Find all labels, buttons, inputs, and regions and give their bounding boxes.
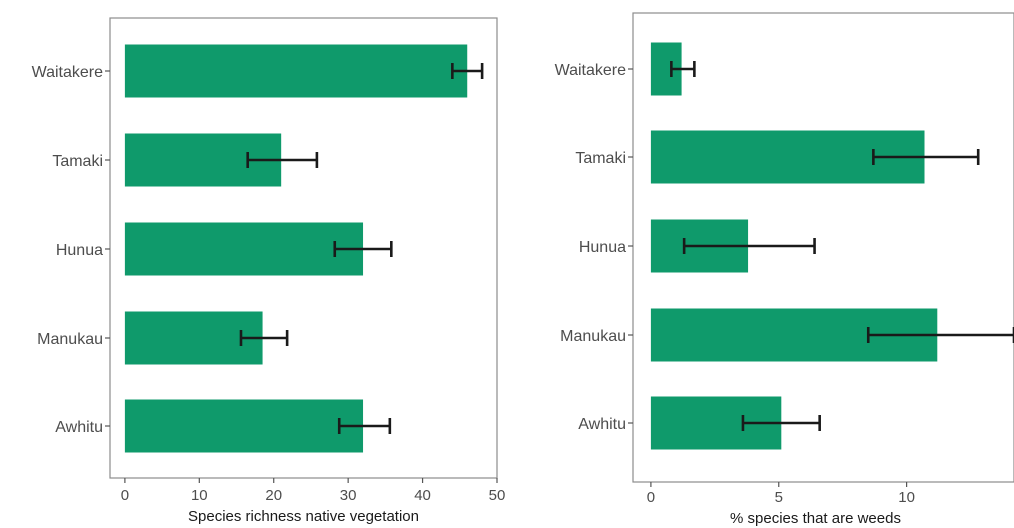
x-axis-title: Species richness native vegetation xyxy=(188,508,419,525)
category-label: Waitakere xyxy=(555,62,627,79)
category-label: Manukau xyxy=(37,331,103,348)
x-tick-label: 50 xyxy=(489,487,506,504)
x-tick-label: 0 xyxy=(121,487,129,504)
category-label: Hunua xyxy=(579,239,626,256)
left-panel: Waitakere Tamaki Hunua Manukau Awhitu 0 10 20 30… xyxy=(32,17,506,525)
category-label: Manukau xyxy=(560,328,626,345)
category-label: Awhitu xyxy=(578,416,626,433)
panel-border xyxy=(109,17,498,479)
x-tick-label: 10 xyxy=(898,489,915,506)
category-label: Tamaki xyxy=(575,150,626,167)
bar xyxy=(124,222,364,276)
category-label: Awhitu xyxy=(55,419,103,436)
x-tick-label: 30 xyxy=(340,487,357,504)
x-tick-label: 0 xyxy=(647,489,655,506)
x-tick-label: 5 xyxy=(775,489,783,506)
bar xyxy=(124,311,263,365)
category-label: Hunua xyxy=(56,242,103,259)
category-label: Waitakere xyxy=(32,64,104,81)
x-tick-label: 40 xyxy=(414,487,431,504)
category-label: Tamaki xyxy=(52,153,103,170)
right-panel: Waitakere Tamaki Hunua Manukau Awhitu 0 5 10 % s… xyxy=(555,12,1014,527)
panel-border xyxy=(632,12,1014,483)
bar xyxy=(124,44,468,98)
x-tick-label: 10 xyxy=(191,487,208,504)
x-tick-label: 20 xyxy=(265,487,282,504)
bar xyxy=(124,399,364,453)
x-axis-title: % species that are weeds xyxy=(730,510,901,527)
